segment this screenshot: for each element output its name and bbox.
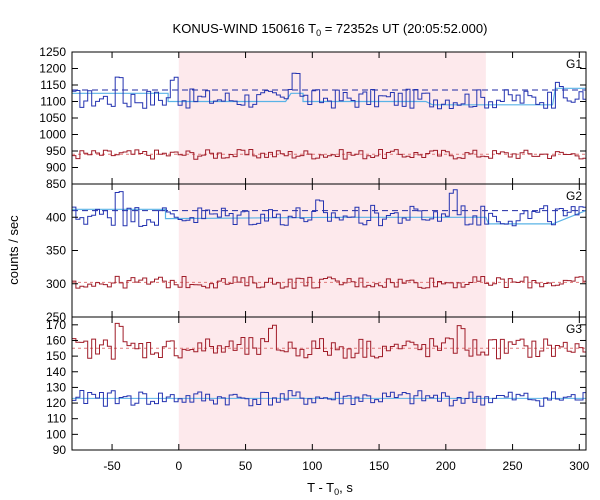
- x-tick-label: -50: [103, 459, 121, 473]
- g3-upper-series: [72, 322, 586, 360]
- chart-title: KONUS-WIND 150616 T0 = 72352s UT (20:05:…: [173, 21, 488, 38]
- plot-area: 850900950100010501100115012001250G125030…: [39, 45, 589, 473]
- x-tick-label: 200: [436, 459, 456, 473]
- panel-frame: [71, 316, 587, 451]
- g2-upper-series: [72, 189, 586, 227]
- title-main: KONUS-WIND 150616 T: [173, 21, 317, 36]
- y-tick-label: 100: [46, 427, 66, 441]
- x-tick-label: 0: [175, 459, 182, 473]
- y-tick-label: 900: [46, 161, 66, 175]
- xlabel-sub: 0: [334, 487, 339, 497]
- panel-label-g1: G1: [566, 57, 582, 71]
- y-tick-label: 950: [46, 144, 66, 158]
- shaded-interval: [178, 52, 486, 450]
- g2-fit: [72, 208, 587, 225]
- y-tick-label: 170: [46, 318, 66, 332]
- y-tick-label: 300: [46, 277, 66, 291]
- y-tick-label: 350: [46, 244, 66, 258]
- g1-fit: [72, 87, 586, 106]
- y-tick-label: 400: [46, 210, 66, 224]
- y-tick-label: 140: [46, 365, 66, 379]
- x-tick-label: 250: [503, 459, 523, 473]
- y-tick-label: 850: [46, 177, 66, 191]
- y-tick-label: 1200: [39, 62, 66, 76]
- panel-g2: 250 300 350 400 G2: [46, 183, 587, 324]
- title-rest: = 72352s UT (20:05:52.000): [321, 21, 487, 36]
- y-tick-label: 110: [47, 412, 66, 426]
- y-tick-label: 1100: [40, 95, 66, 109]
- y-tick-label: 1000: [39, 128, 66, 142]
- y-tick-label: 160: [46, 333, 66, 347]
- g2-lower-series: [72, 275, 586, 289]
- panel-label-g2: G2: [566, 189, 582, 203]
- x-tick-label: 100: [302, 459, 322, 473]
- y-tick-label: 250: [46, 310, 66, 324]
- y-tick-label: 1150: [40, 78, 66, 92]
- title-sub: 0: [316, 28, 321, 38]
- g1-lower-series: [72, 149, 586, 160]
- x-tick-label: 300: [569, 459, 589, 473]
- xlabel-main: T - T: [307, 480, 334, 495]
- x-tick-label: 150: [369, 459, 389, 473]
- y-tick-label: 150: [46, 349, 66, 363]
- g3-lower-series: [72, 390, 586, 407]
- y-tick-label: 1250: [39, 45, 66, 59]
- y-tick-label: 90: [53, 443, 67, 457]
- y-tick-label: 120: [46, 396, 66, 410]
- x-tick-label: 50: [239, 459, 253, 473]
- panel-label-g3: G3: [566, 322, 582, 336]
- g1-upper-series: [72, 72, 586, 110]
- x-axis-label: T - T0, s: [307, 480, 353, 497]
- y-tick-label: 1050: [39, 111, 66, 125]
- y-tick-label: 130: [46, 380, 66, 394]
- y-axis-label: counts / sec: [6, 215, 21, 285]
- xlabel-rest: , s: [339, 480, 353, 495]
